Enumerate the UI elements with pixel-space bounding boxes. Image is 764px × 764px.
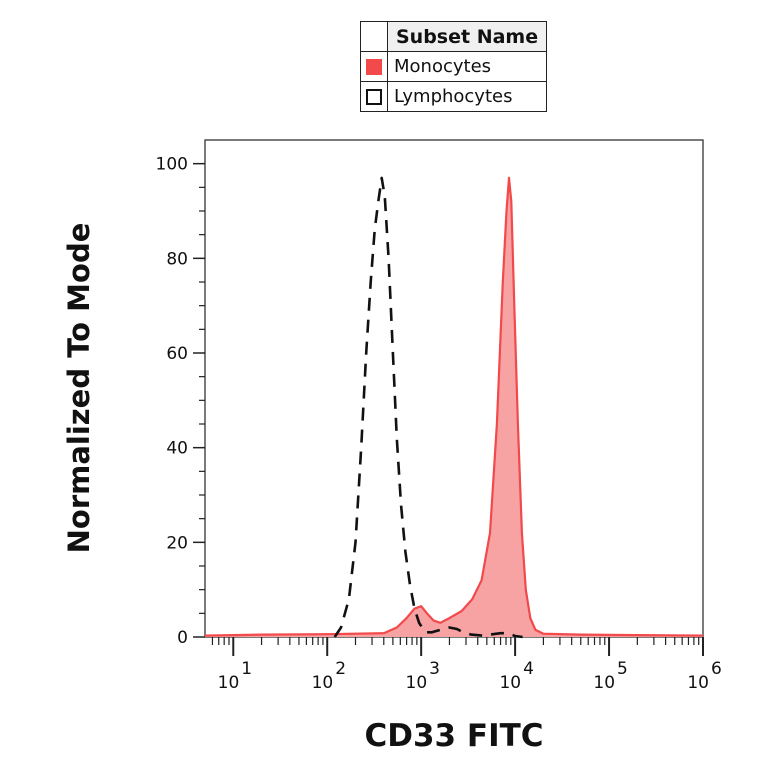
- x-tick-label: 10: [687, 673, 709, 693]
- y-tick-label: 60: [166, 344, 188, 364]
- legend-swatch-lymphocytes: [366, 89, 382, 105]
- legend-label-monocytes: Monocytes: [386, 51, 548, 82]
- y-axis-title: Normalized To Mode: [62, 223, 96, 554]
- x-tick-exponent: 3: [429, 659, 440, 679]
- y-tick-label: 40: [166, 439, 188, 459]
- series-area-monocytes: [205, 177, 703, 637]
- legend-swatch-monocytes: [366, 59, 382, 75]
- x-tick-label: 10: [593, 673, 615, 693]
- x-axis-title: CD33 FITC: [364, 718, 543, 754]
- legend-item-lymphocytes: Lymphocytes: [360, 81, 548, 112]
- x-tick-label: 10: [406, 673, 428, 693]
- x-tick-label: 10: [312, 673, 334, 693]
- legend-label-lymphocytes: Lymphocytes: [386, 81, 548, 112]
- x-tick-exponent: 5: [617, 659, 628, 679]
- series-line-monocytes: [204, 176, 704, 637]
- y-tick-label: 20: [166, 533, 188, 553]
- x-tick-exponent: 1: [241, 659, 252, 679]
- y-axis: 0 20 40 60 80 100: [156, 155, 205, 648]
- legend-header-blank: [360, 21, 388, 52]
- y-tick-label: 0: [177, 628, 188, 648]
- y-tick-label: 100: [156, 155, 188, 175]
- series-line-lymphocytes: [333, 176, 523, 639]
- x-tick-exponent: 2: [335, 659, 346, 679]
- legend: Subset Name Monocytes Lymphocytes: [360, 21, 548, 112]
- legend-item-monocytes: Monocytes: [360, 51, 548, 82]
- legend-header-row: Subset Name: [360, 21, 548, 52]
- x-tick-exponent: 6: [711, 659, 722, 679]
- legend-header: Subset Name: [386, 21, 548, 52]
- y-tick-label: 80: [166, 249, 188, 269]
- plot-frame: [204, 139, 704, 638]
- x-tick-label: 10: [218, 673, 240, 693]
- plot-area: [204, 139, 704, 639]
- x-tick-label: 10: [499, 673, 521, 693]
- x-tick-exponent: 4: [523, 659, 534, 679]
